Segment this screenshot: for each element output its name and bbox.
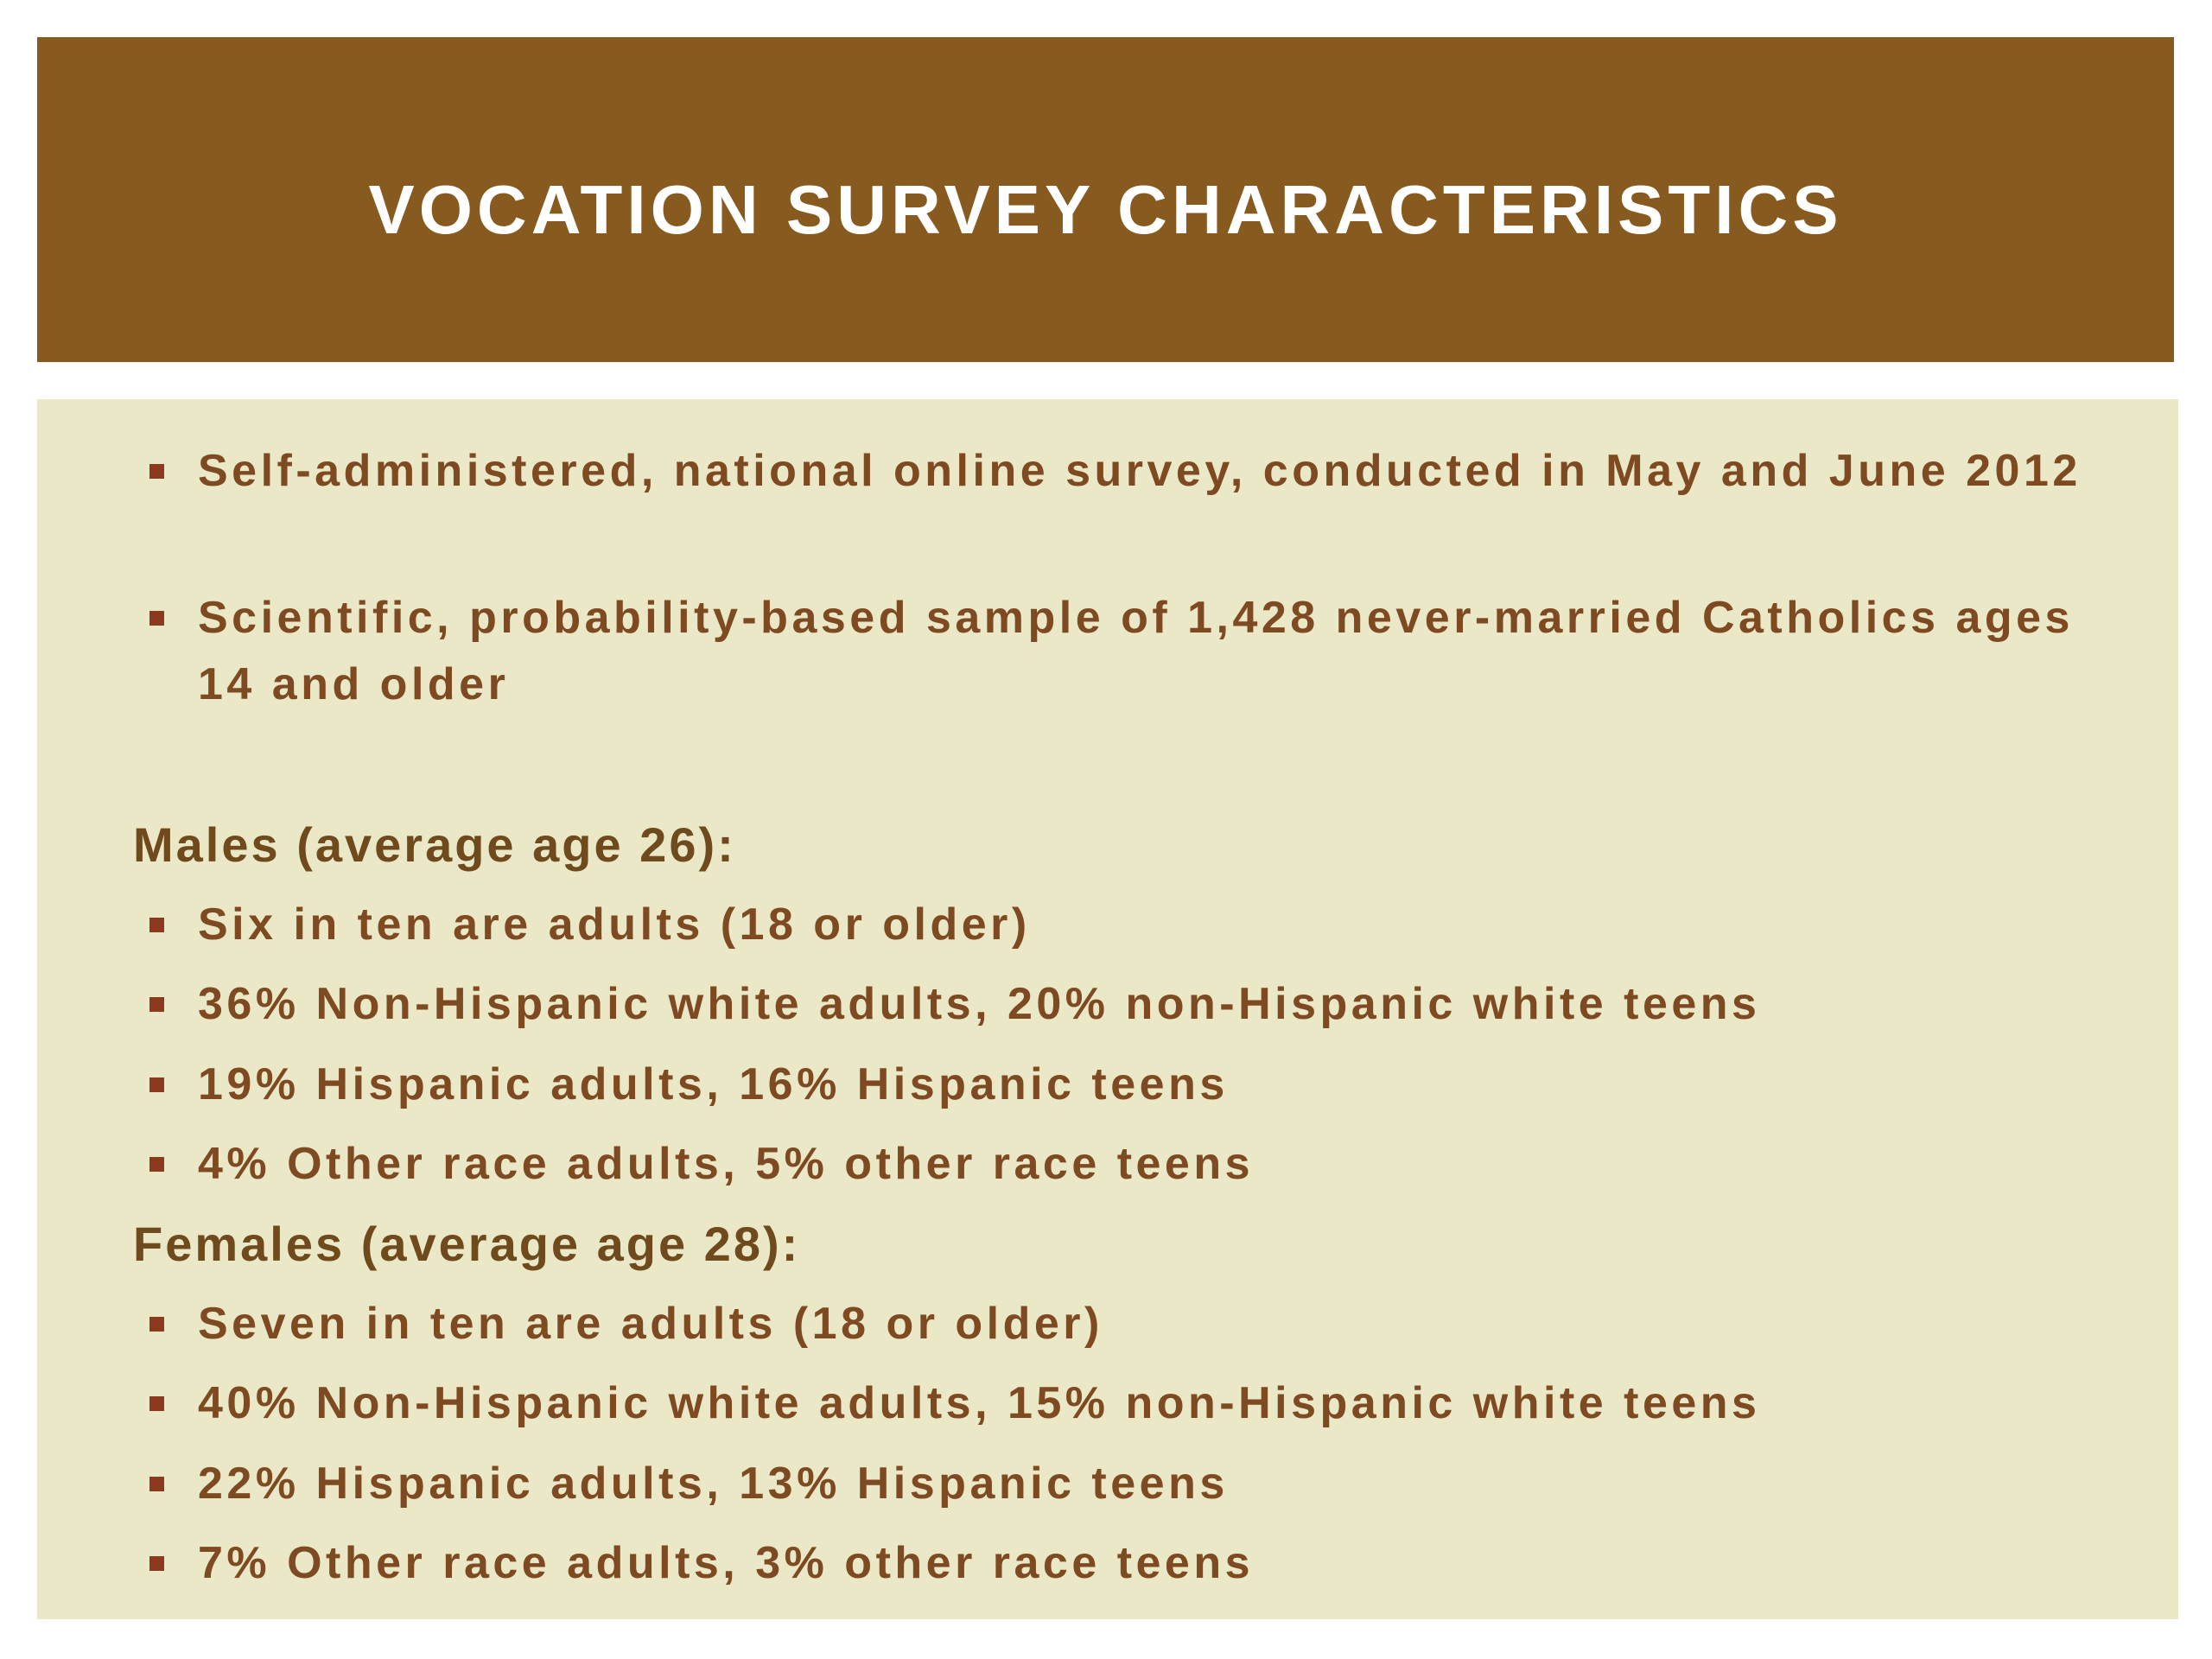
section-heading: Males (average age 26): (133, 817, 736, 872)
bullet-item: 40% Non-Hispanic white adults, 15% non-H… (149, 1370, 2099, 1437)
bullet-item: 19% Hispanic adults, 16% Hispanic teens (149, 1052, 2099, 1118)
bullet-item: 22% Hispanic adults, 13% Hispanic teens (149, 1451, 2099, 1517)
bullet-item: 7% Other race adults, 3% other race teen… (149, 1530, 2099, 1597)
bullet-item: Self-administered, national online surve… (149, 438, 2099, 505)
bullet-item: Seven in ten are adults (18 or older) (149, 1291, 2099, 1357)
bullet-item: Six in ten are adults (18 or older) (149, 892, 2099, 958)
bullet-item: Scientific, probability-based sample of … (149, 585, 2099, 718)
slide-title: VOCATION SURVEY CHARACTERISTICS (368, 171, 1843, 248)
section-heading: Females (average age 28): (133, 1217, 801, 1271)
content-panel (37, 399, 2178, 1619)
header-band: VOCATION SURVEY CHARACTERISTICS (37, 37, 2174, 362)
bullet-item: 4% Other race adults, 5% other race teen… (149, 1131, 2099, 1198)
bullet-item: 36% Non-Hispanic white adults, 20% non-H… (149, 971, 2099, 1038)
